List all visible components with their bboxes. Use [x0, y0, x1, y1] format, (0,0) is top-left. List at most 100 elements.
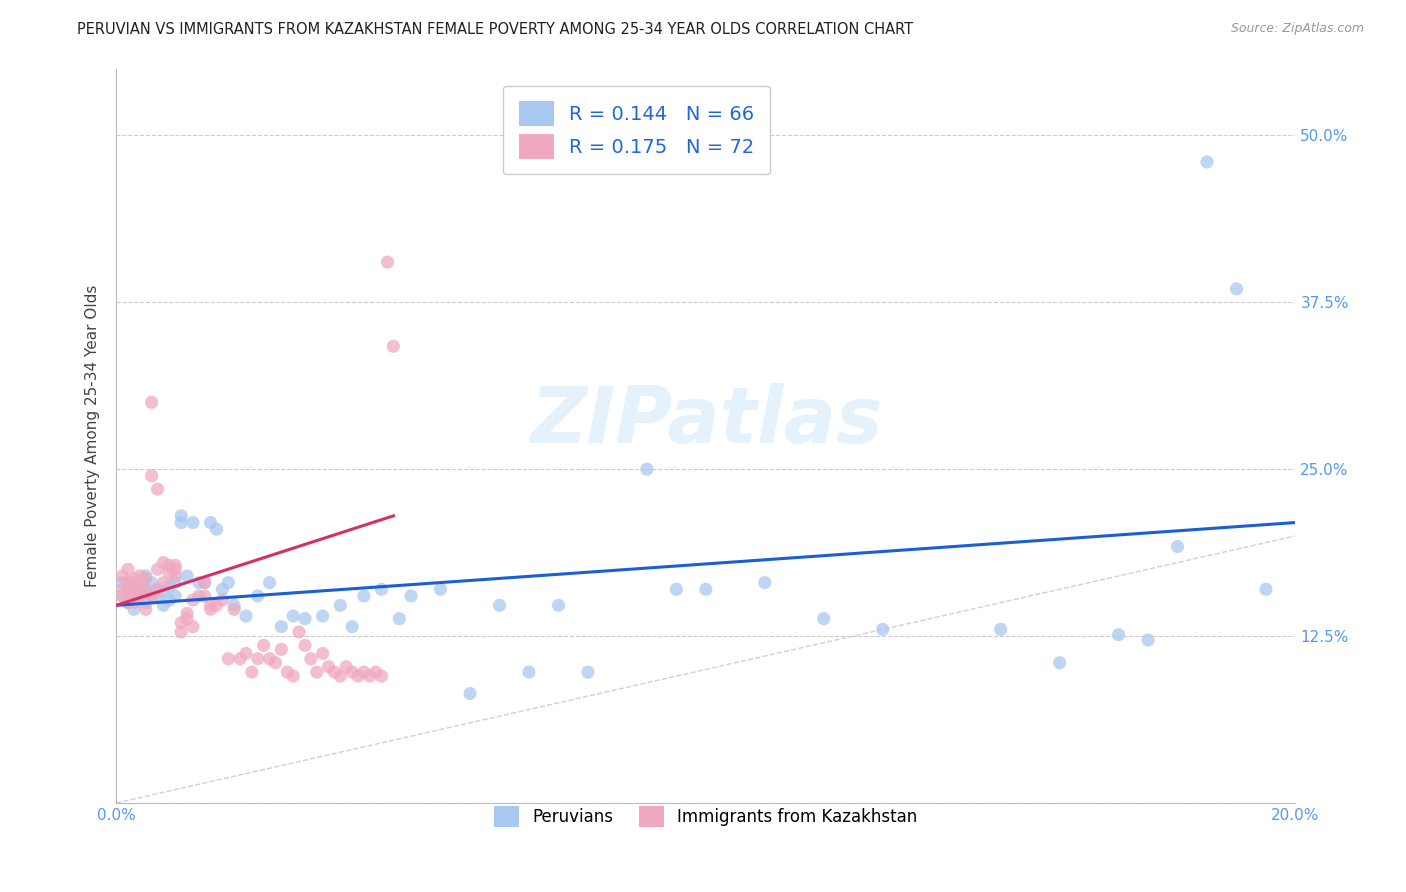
- Point: [157, 566, 180, 581]
- Point: [176, 607, 198, 621]
- Point: [128, 589, 150, 603]
- Point: [288, 625, 311, 640]
- Point: [152, 599, 174, 613]
- Point: [665, 582, 688, 597]
- Point: [146, 589, 169, 603]
- Point: [117, 575, 139, 590]
- Point: [122, 575, 145, 590]
- Point: [229, 651, 252, 665]
- Point: [205, 522, 228, 536]
- Point: [205, 599, 228, 613]
- Point: [311, 647, 333, 661]
- Point: [299, 651, 322, 665]
- Point: [359, 669, 381, 683]
- Point: [128, 580, 150, 594]
- Point: [117, 596, 139, 610]
- Point: [122, 582, 145, 597]
- Point: [187, 575, 209, 590]
- Point: [165, 562, 187, 576]
- Point: [111, 589, 134, 603]
- Point: [318, 659, 340, 673]
- Point: [695, 582, 717, 597]
- Point: [259, 651, 281, 665]
- Point: [364, 665, 387, 679]
- Point: [488, 599, 510, 613]
- Point: [135, 582, 157, 597]
- Point: [636, 462, 658, 476]
- Point: [117, 582, 139, 597]
- Point: [141, 575, 163, 590]
- Point: [146, 582, 169, 597]
- Point: [270, 642, 292, 657]
- Point: [211, 593, 233, 607]
- Point: [217, 575, 239, 590]
- Point: [353, 665, 375, 679]
- Point: [170, 625, 193, 640]
- Point: [146, 482, 169, 496]
- Point: [157, 593, 180, 607]
- Point: [754, 575, 776, 590]
- Point: [813, 612, 835, 626]
- Point: [165, 569, 187, 583]
- Point: [122, 602, 145, 616]
- Point: [246, 651, 269, 665]
- Point: [276, 665, 298, 679]
- Text: PERUVIAN VS IMMIGRANTS FROM KAZAKHSTAN FEMALE POVERTY AMONG 25-34 YEAR OLDS CORR: PERUVIAN VS IMMIGRANTS FROM KAZAKHSTAN F…: [77, 22, 914, 37]
- Point: [141, 589, 163, 603]
- Point: [152, 556, 174, 570]
- Point: [170, 508, 193, 523]
- Point: [141, 468, 163, 483]
- Point: [281, 669, 304, 683]
- Y-axis label: Female Poverty Among 25-34 Year Olds: Female Poverty Among 25-34 Year Olds: [86, 285, 100, 587]
- Point: [181, 620, 204, 634]
- Point: [187, 589, 209, 603]
- Point: [1195, 155, 1218, 169]
- Point: [240, 665, 263, 679]
- Point: [135, 596, 157, 610]
- Legend: Peruvians, Immigrants from Kazakhstan: Peruvians, Immigrants from Kazakhstan: [486, 798, 925, 835]
- Point: [165, 558, 187, 573]
- Point: [335, 659, 357, 673]
- Point: [399, 589, 422, 603]
- Point: [194, 575, 217, 590]
- Point: [211, 582, 233, 597]
- Point: [377, 255, 399, 269]
- Point: [176, 612, 198, 626]
- Point: [217, 651, 239, 665]
- Point: [111, 575, 134, 590]
- Point: [128, 569, 150, 583]
- Point: [165, 575, 187, 590]
- Point: [122, 589, 145, 603]
- Point: [170, 516, 193, 530]
- Point: [329, 669, 352, 683]
- Point: [135, 572, 157, 586]
- Point: [235, 609, 257, 624]
- Point: [200, 516, 222, 530]
- Point: [281, 609, 304, 624]
- Point: [872, 623, 894, 637]
- Point: [117, 596, 139, 610]
- Point: [128, 589, 150, 603]
- Point: [181, 516, 204, 530]
- Point: [200, 602, 222, 616]
- Point: [165, 589, 187, 603]
- Point: [1225, 282, 1247, 296]
- Point: [990, 623, 1012, 637]
- Point: [294, 639, 316, 653]
- Point: [323, 665, 346, 679]
- Point: [117, 562, 139, 576]
- Point: [1137, 633, 1160, 648]
- Point: [135, 602, 157, 616]
- Point: [141, 395, 163, 409]
- Point: [122, 572, 145, 586]
- Point: [111, 589, 134, 603]
- Point: [117, 582, 139, 597]
- Point: [176, 569, 198, 583]
- Point: [122, 596, 145, 610]
- Point: [347, 669, 370, 683]
- Point: [224, 599, 246, 613]
- Point: [259, 575, 281, 590]
- Text: ZIPatlas: ZIPatlas: [530, 383, 882, 459]
- Point: [340, 665, 363, 679]
- Point: [246, 589, 269, 603]
